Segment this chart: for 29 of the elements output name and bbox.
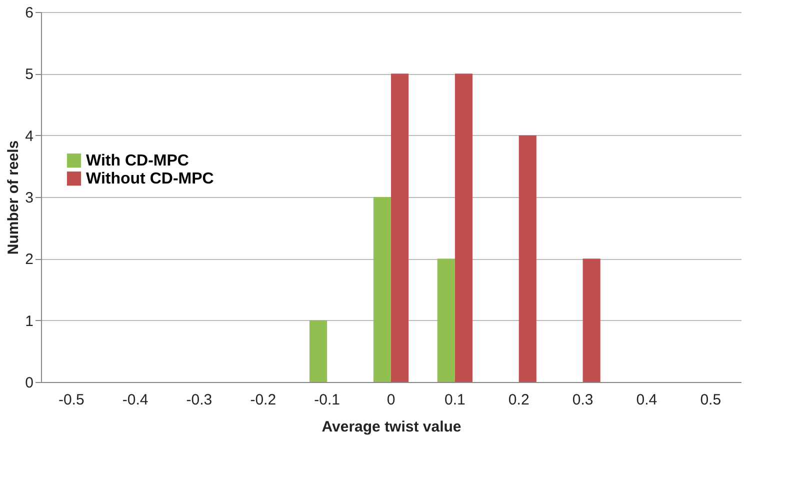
bar: [391, 74, 409, 382]
legend-label: With CD-MPC: [86, 152, 190, 170]
y-tick-label: 6: [25, 4, 34, 22]
y-tick-label: 2: [25, 251, 34, 268]
x-tick-label: 0.3: [572, 392, 594, 408]
legend-label: Without CD-MPC: [86, 170, 214, 188]
x-tick-label: -0.1: [314, 392, 340, 408]
bar: [454, 74, 473, 382]
y-axis-title: Number of reels: [5, 140, 22, 255]
y-tick-label: 4: [25, 128, 34, 145]
x-tick-label: -0.4: [122, 392, 148, 408]
y-tick-label: 0: [25, 374, 34, 392]
x-tick-label: 0: [386, 392, 396, 408]
x-tick-label: -0.2: [250, 392, 276, 408]
x-tick-label: -0.3: [186, 392, 212, 408]
x-axis-title: Average twist value: [322, 418, 462, 436]
x-tick-label: 0.2: [508, 392, 530, 408]
bar: [582, 258, 600, 382]
y-tick-label: 1: [25, 312, 34, 330]
y-tick-label: 3: [25, 190, 34, 206]
x-tick-label: 0.4: [636, 392, 658, 408]
x-tick-label: 0.5: [700, 392, 722, 408]
bar: [437, 258, 455, 382]
y-tick-label: 5: [25, 66, 34, 84]
x-tick-label: 0.1: [444, 392, 466, 408]
bar: [373, 197, 391, 382]
x-tick-label: -0.5: [58, 392, 84, 408]
bar: [518, 135, 536, 382]
bar: [309, 320, 328, 382]
